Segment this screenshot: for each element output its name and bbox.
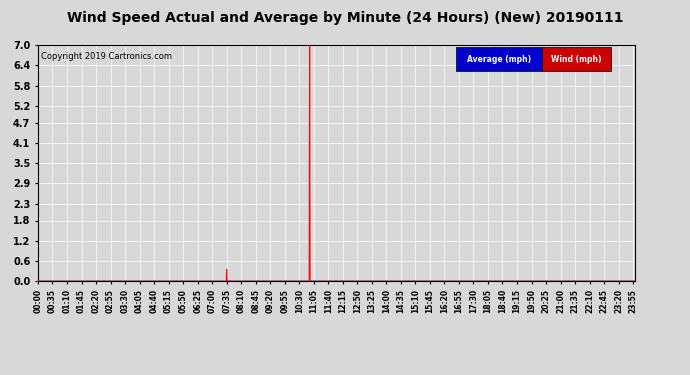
Text: Copyright 2019 Cartronics.com: Copyright 2019 Cartronics.com	[41, 52, 172, 61]
FancyBboxPatch shape	[542, 47, 611, 71]
FancyBboxPatch shape	[455, 47, 542, 71]
Text: Wind (mph): Wind (mph)	[551, 55, 602, 64]
Text: Average (mph): Average (mph)	[467, 55, 531, 64]
Text: Wind Speed Actual and Average by Minute (24 Hours) (New) 20190111: Wind Speed Actual and Average by Minute …	[67, 11, 623, 25]
